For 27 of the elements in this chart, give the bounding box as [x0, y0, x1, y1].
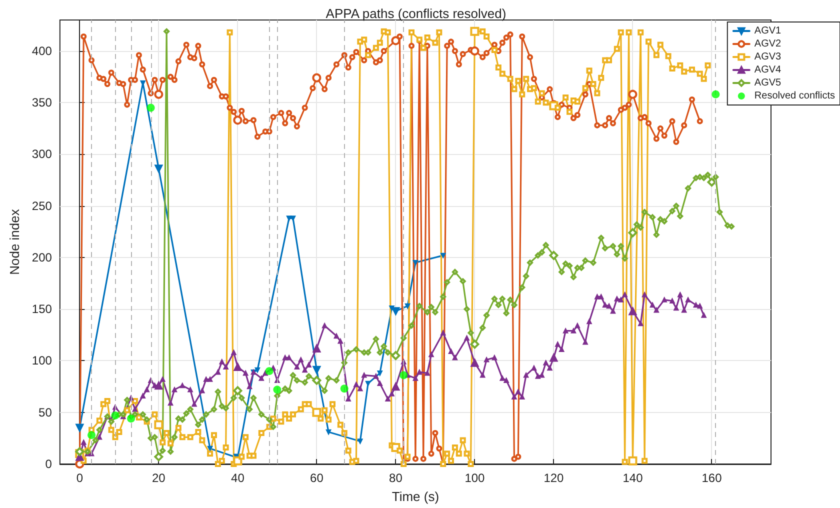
legend-label: Resolved conflicts [754, 90, 836, 102]
y-axis-title: Node index [7, 208, 22, 275]
x-tick-label: 0 [76, 471, 84, 485]
legend-label: AGV1 [754, 26, 782, 36]
y-tick-label: 0 [45, 457, 52, 471]
y-tick-label: 250 [32, 198, 52, 213]
chart-title: APPA paths (conflicts resolved) [326, 6, 506, 21]
y-tick-label: 150 [32, 302, 52, 316]
x-tick-label: 20 [152, 471, 166, 485]
x-tick-label: 60 [310, 471, 324, 485]
x-tick-label: 160 [702, 471, 722, 485]
x-tick-label: 140 [622, 471, 644, 485]
legend-label: AGV4 [754, 64, 782, 76]
y-tick-label: 200 [32, 250, 52, 264]
x-tick-label: 40 [231, 471, 245, 485]
legend-label: AGV3 [754, 52, 782, 62]
x-axis-title: Time (s) [392, 489, 440, 504]
y-tick-label: 50 [38, 405, 52, 420]
y-tick-label: 100 [32, 354, 52, 368]
y-tick-label: 300 [32, 147, 52, 162]
y-tick-label: 400 [32, 44, 52, 58]
x-tick-label: 120 [544, 471, 564, 485]
x-tick-label: 80 [389, 471, 403, 485]
legend-label: AGV2 [754, 38, 782, 50]
legend-label: AGV5 [754, 78, 782, 88]
y-tick-label: 350 [32, 96, 52, 110]
x-tick-label: 100 [464, 471, 486, 485]
